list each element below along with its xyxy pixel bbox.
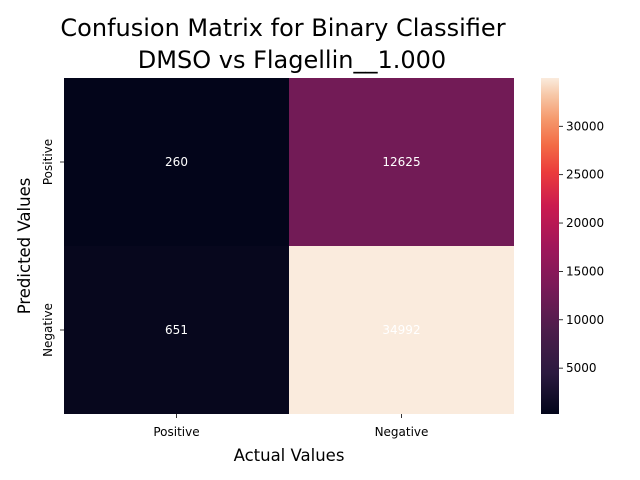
colorbar-tick-label: 15000: [566, 264, 604, 278]
y-axis-ticks: Positive Negative: [41, 139, 64, 357]
cell-value-label: 12625: [382, 155, 420, 169]
x-axis-label: Actual Values: [234, 446, 345, 465]
chart-title-line-2: DMSO vs Flagellin__1.000: [138, 46, 446, 74]
heatmap-cell-negative-negative: [289, 246, 514, 414]
x-axis-ticks: Positive Negative: [153, 414, 428, 439]
heatmap-cells: [64, 78, 514, 414]
y-axis-label: Predicted Values: [15, 178, 34, 315]
x-tick-label: Negative: [375, 425, 429, 439]
colorbar-tick-label: 10000: [566, 313, 604, 327]
heatmap-cell-positive-positive: [64, 78, 289, 246]
y-tick-label: Positive: [41, 139, 55, 185]
cell-value-label: 651: [165, 323, 188, 337]
colorbar-tick-label: 20000: [566, 216, 604, 230]
colorbar-ticks: 5000 10000 15000 20000 25000 30000: [559, 119, 604, 375]
cell-value-label: 260: [165, 155, 188, 169]
chart-title-line-1: Confusion Matrix for Binary Classifier: [60, 14, 505, 42]
y-tick-label: Negative: [41, 303, 55, 357]
colorbar-tick-label: 30000: [566, 119, 604, 133]
colorbar: [541, 78, 559, 414]
x-tick-label: Positive: [153, 425, 199, 439]
colorbar-tick-label: 5000: [566, 361, 597, 375]
heatmap-cell-labels: 260 12625 651 34992: [165, 155, 421, 337]
heatmap-cell-negative-positive: [64, 246, 289, 414]
cell-value-label: 34992: [382, 323, 420, 337]
heatmap-cell-positive-negative: [289, 78, 514, 246]
colorbar-tick-label: 25000: [566, 168, 604, 182]
